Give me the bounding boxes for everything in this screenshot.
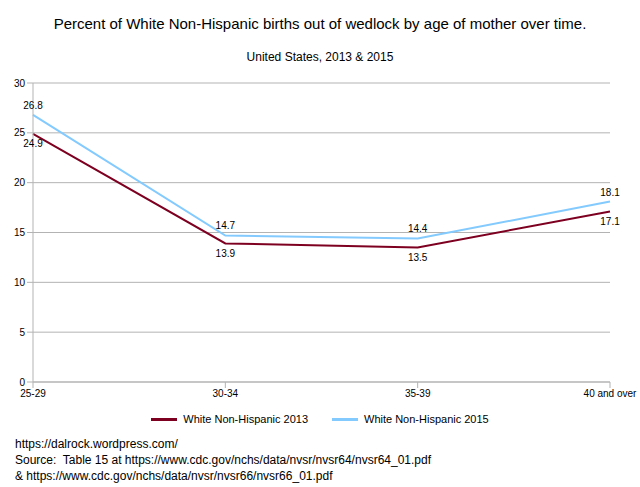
svg-text:25: 25 [14,127,26,138]
html-text:Source: Table 15 at https://ww: Source: Table 15 at https://www.cdc.gov/… [15,453,431,467]
svg-text:20: 20 [14,177,26,188]
svg-text:24.9: 24.9 [23,138,43,149]
svg-text:13.5: 13.5 [408,252,428,263]
svg-text:17.1: 17.1 [600,216,620,227]
html-text:United States, 2013 & 2015: United States, 2013 & 2015 [246,50,394,64]
svg-text:10: 10 [14,277,26,288]
svg-text:5: 5 [19,327,25,338]
svg-text:35-39: 35-39 [405,388,431,399]
svg-text:40 and over: 40 and over [584,388,632,399]
html-text:White Non-Hispanic 2013: White Non-Hispanic 2013 [183,413,308,425]
svg-text:18.1: 18.1 [600,187,620,198]
svg-text:0: 0 [19,377,25,388]
svg-text:15: 15 [14,227,26,238]
svg-text:25-29: 25-29 [20,388,46,399]
html-text:& https://www.cdc.gov/nchs/dat: & https://www.cdc.gov/nchs/data/nvsr/nvs… [15,469,333,483]
svg-text:30-34: 30-34 [213,388,239,399]
html-text:https://dalrock.wordpress.com/: https://dalrock.wordpress.com/ [15,437,178,451]
svg-text:13.9: 13.9 [216,248,236,259]
svg-text:30: 30 [14,78,26,89]
svg-text:14.7: 14.7 [216,220,236,231]
html-text:White Non-Hispanic 2015: White Non-Hispanic 2015 [364,413,489,425]
svg-text:26.8: 26.8 [23,100,43,111]
html-text:Percent of White Non-Hispanic: Percent of White Non-Hispanic births out… [53,15,587,32]
svg-text:14.4: 14.4 [408,223,428,234]
